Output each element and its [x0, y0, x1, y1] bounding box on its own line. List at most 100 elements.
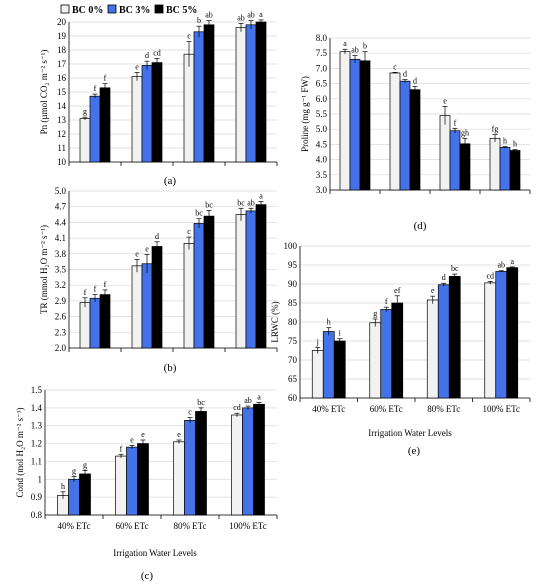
- significance-letter: a: [510, 257, 514, 266]
- legend-swatch-bc5: [154, 4, 164, 14]
- bar-bc0: [484, 282, 497, 399]
- y-tick-label: 3.5: [316, 170, 328, 180]
- y-axis-title: Pn (µmol CO₂ m⁻² s⁻¹): [39, 50, 49, 135]
- bar-bc3: [89, 297, 101, 349]
- significance-letter: d: [155, 232, 159, 241]
- significance-letter: ab: [237, 13, 245, 22]
- y-tick-label: 7.5: [316, 48, 328, 58]
- bar-bc3: [245, 24, 257, 163]
- bar-bc5: [459, 143, 471, 191]
- y-axis-title: TR (mmol H₂O m⁻² s⁻¹): [39, 225, 49, 314]
- significance-letter: ab: [247, 198, 255, 207]
- bar-bc5: [448, 276, 461, 399]
- significance-letter: e: [177, 430, 181, 439]
- bar-bc5: [255, 21, 267, 163]
- legend-label-bc3: BC 3%: [119, 5, 150, 16]
- bar-bc0: [311, 350, 324, 399]
- bar-bc0: [183, 242, 195, 349]
- significance-letter: cd: [486, 271, 494, 280]
- significance-letter: f: [104, 280, 107, 289]
- bar-bc0: [235, 27, 247, 163]
- significance-letter: c: [393, 62, 397, 71]
- bar-bc0: [79, 118, 91, 163]
- bar-bc3: [437, 284, 450, 399]
- bar-bc5: [409, 89, 421, 191]
- significance-letter: f: [454, 118, 457, 127]
- y-tick-label: 1.4: [31, 403, 43, 413]
- chart-panel-a: 10 11 12 13 14 15 16 17 18 19 20 Pn (µmol CO₂ m⁻² s…: [39, 10, 278, 167]
- bar-bc5: [391, 302, 404, 399]
- y-tick-label: 4.5: [316, 139, 328, 149]
- bar-bc3: [193, 223, 205, 349]
- significance-letter: bc: [195, 209, 203, 218]
- significance-letter: bc: [197, 398, 205, 407]
- y-tick-label: 17: [57, 59, 67, 69]
- significance-letter: bc: [237, 198, 245, 207]
- bar-bc3: [89, 95, 101, 163]
- y-tick-label: 3.2: [55, 280, 66, 290]
- significance-letter: f: [94, 84, 97, 93]
- significance-letter: b: [197, 16, 201, 25]
- y-tick-label: 3.5: [55, 265, 67, 275]
- significance-letter: cd: [233, 403, 241, 412]
- bar-bc3: [322, 331, 335, 399]
- significance-letter: f: [84, 288, 87, 297]
- significance-letter: a: [257, 393, 261, 402]
- significance-letter: c: [187, 32, 191, 41]
- y-tick-label: 85: [288, 298, 298, 308]
- significance-letter: e: [135, 62, 139, 71]
- significance-letter: a: [259, 191, 263, 200]
- panel-label-b: (b): [164, 362, 177, 374]
- bar-bc3: [399, 80, 411, 191]
- legend-item-bc0: BC 0%: [60, 4, 103, 16]
- bar-bc0: [489, 137, 501, 191]
- significance-letter: h: [61, 482, 65, 491]
- y-tick-label: 70: [288, 355, 298, 365]
- y-tick-label: 11: [57, 143, 66, 153]
- bar-bc5: [99, 87, 111, 163]
- legend-item-bc3: BC 3%: [107, 4, 150, 16]
- bar-bc5: [333, 340, 346, 399]
- significance-letter: i: [339, 329, 342, 338]
- y-tick-label: 20: [57, 17, 67, 27]
- y-tick-label: 1.2: [31, 439, 42, 449]
- y-tick-label: 5.5: [316, 109, 328, 119]
- y-tick-label: 1.3: [31, 421, 43, 431]
- significance-letter: bc: [451, 264, 459, 273]
- significance-letter: ab: [351, 46, 359, 55]
- bar-bc0: [231, 414, 243, 516]
- bar-bc0: [183, 53, 195, 163]
- panel-label-a: (a): [164, 175, 177, 187]
- significance-letter: a: [343, 39, 347, 48]
- y-tick-label: 6.5: [316, 79, 328, 89]
- bar-bc5: [79, 473, 91, 516]
- y-tick-label: 1.1: [31, 456, 42, 466]
- bar-bc3: [495, 271, 508, 399]
- significance-letter: f: [120, 444, 123, 453]
- bar-bc3: [449, 130, 461, 191]
- bar-bc3: [242, 407, 254, 516]
- bar-bc5: [253, 403, 265, 516]
- y-tick-label: 7.0: [316, 63, 328, 73]
- chart-panel-e: 60 65 70 75 80 85 90 95 100 LRWC (%) 40% ETc j hi 60%…: [270, 241, 531, 414]
- x-tick-label: 60% ETc: [370, 404, 403, 414]
- significance-letter: ef: [394, 286, 401, 295]
- significance-letter: b: [363, 42, 367, 51]
- bar-bc5: [255, 204, 267, 349]
- chart-panel-c: 0.8 0.9 1 1.1 1.2 1.3 1.4 1.5 Cond (mol H₂O m⁻² …: [15, 385, 278, 531]
- significance-letter: bc: [205, 200, 213, 209]
- legend-swatch-bc0: [60, 4, 70, 14]
- y-tick-label: 1.5: [31, 385, 43, 395]
- significance-letter: g: [83, 107, 87, 116]
- y-tick-label: 1: [38, 474, 43, 484]
- significance-letter: e: [135, 250, 139, 259]
- y-tick-label: 12: [57, 129, 66, 139]
- significance-letter: f: [385, 297, 388, 306]
- bar-bc3: [193, 31, 205, 163]
- x-axis-title-c: Irrigation Water Levels: [113, 548, 197, 558]
- bar-bc5: [506, 267, 519, 399]
- bar-bc0: [115, 455, 127, 516]
- y-tick-label: 0.9: [31, 492, 43, 502]
- significance-letter: e: [130, 435, 134, 444]
